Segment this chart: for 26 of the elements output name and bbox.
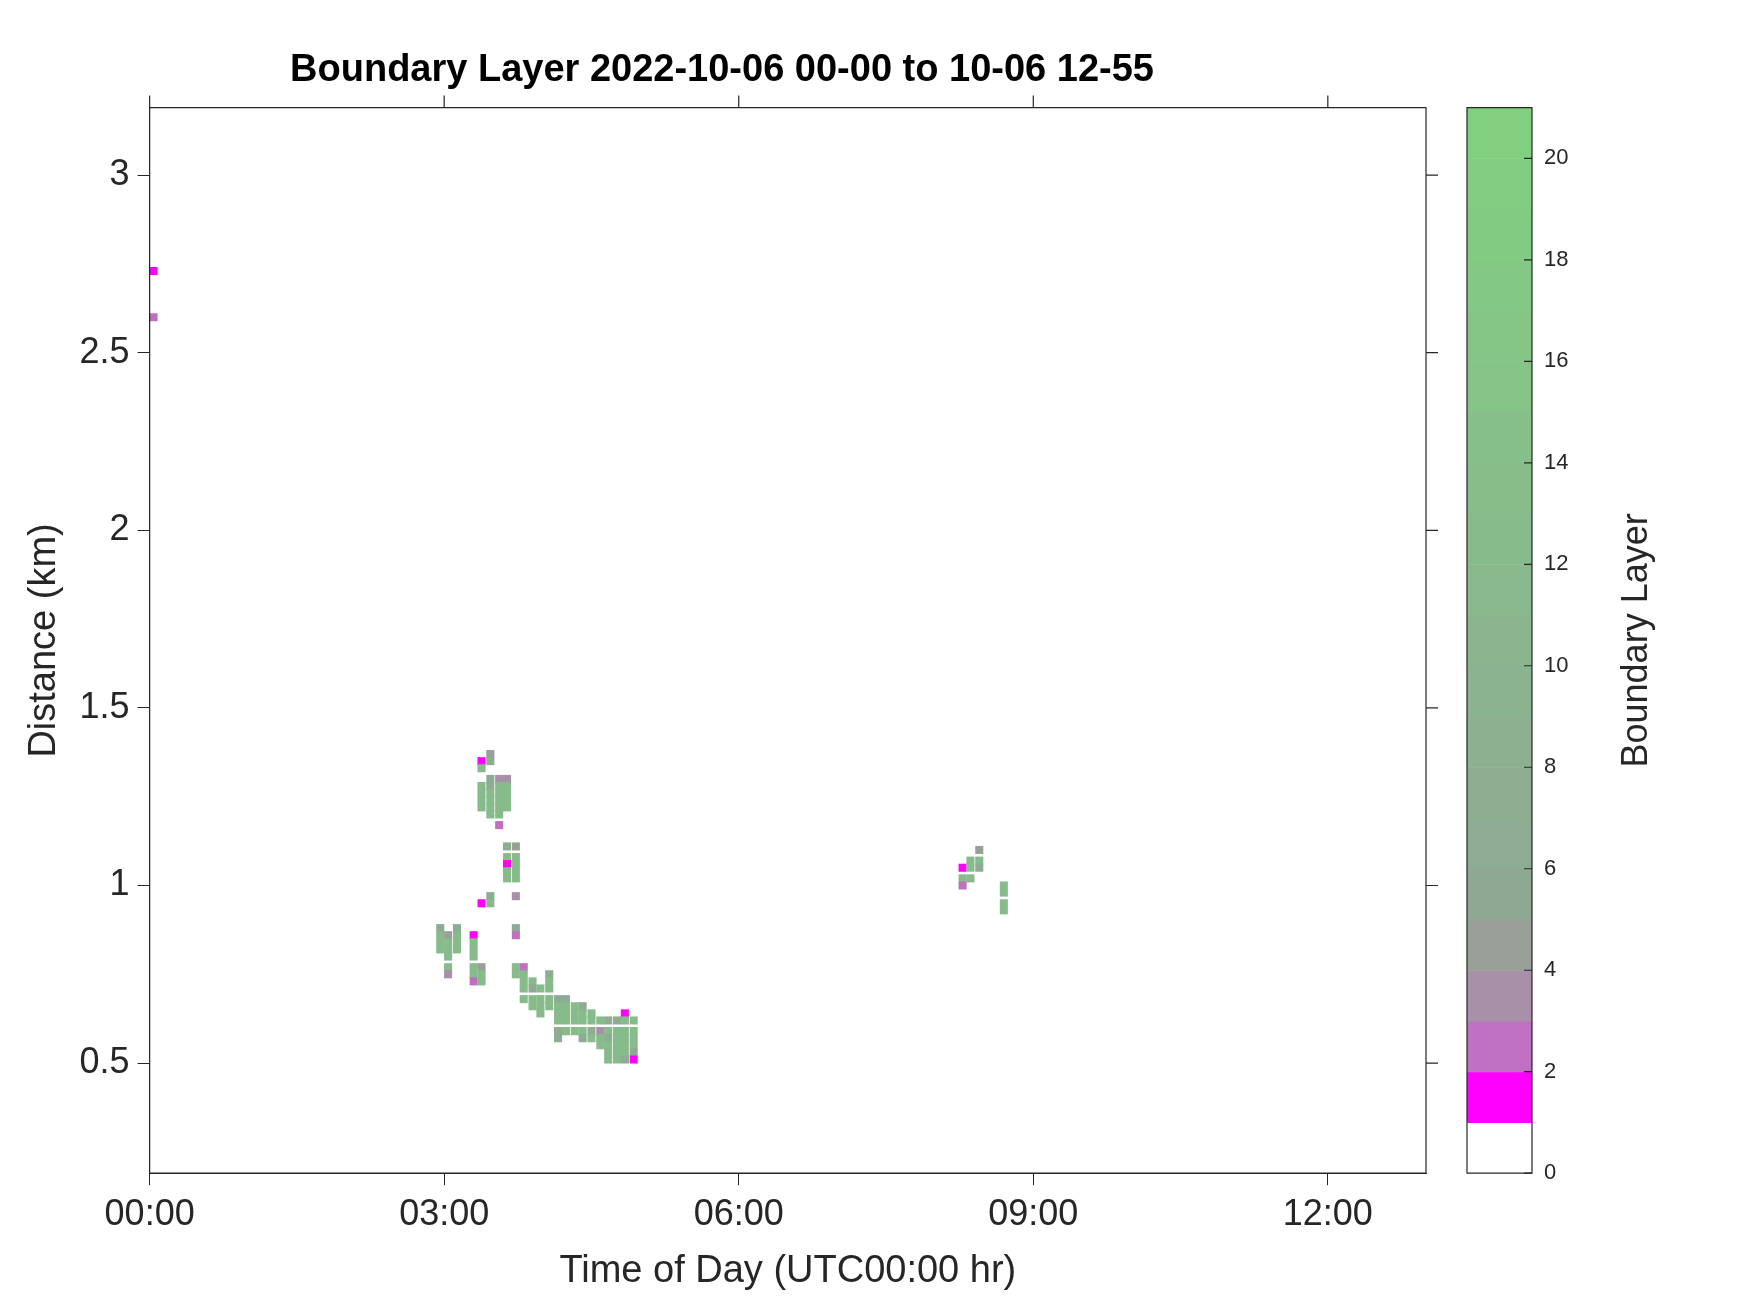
color-bar-label: 20 — [1544, 144, 1569, 170]
color-bar-title: Boundary Layer — [1613, 513, 1655, 768]
color-bar-label: 0 — [1544, 1159, 1557, 1185]
y-tick-label: 3 — [109, 152, 130, 194]
x-axis-title: Time of Day (UTC00:00 hr) — [559, 1247, 1017, 1290]
y-axis-title: Distance (km) — [21, 523, 64, 758]
x-tick-label: 09:00 — [988, 1191, 1079, 1233]
color-bar-label: 12 — [1544, 550, 1569, 576]
color-bar-label: 6 — [1544, 854, 1557, 880]
y-tick-label: 2.5 — [79, 329, 130, 371]
color-bar-label: 16 — [1544, 347, 1569, 373]
color-bar-label: 2 — [1544, 1057, 1557, 1083]
x-tick-label: 00:00 — [104, 1191, 195, 1233]
x-tick-label: 06:00 — [693, 1191, 784, 1233]
color-bar-label: 4 — [1544, 956, 1557, 982]
chart-title: Boundary Layer 2022-10-06 00-00 to 10-06 12-55 — [290, 47, 1154, 90]
color-bar-label: 10 — [1544, 651, 1569, 677]
color-bar-label: 18 — [1544, 245, 1569, 271]
x-tick-label: 03:00 — [399, 1191, 490, 1233]
y-tick-label: 1 — [109, 862, 130, 904]
color-bar-label: 8 — [1544, 753, 1557, 779]
color-bar-label: 14 — [1544, 448, 1569, 474]
x-tick-label: 12:00 — [1282, 1191, 1373, 1233]
y-tick-label: 2 — [109, 507, 130, 549]
y-tick-label: 0.5 — [79, 1040, 130, 1082]
y-tick-label: 1.5 — [79, 684, 130, 726]
